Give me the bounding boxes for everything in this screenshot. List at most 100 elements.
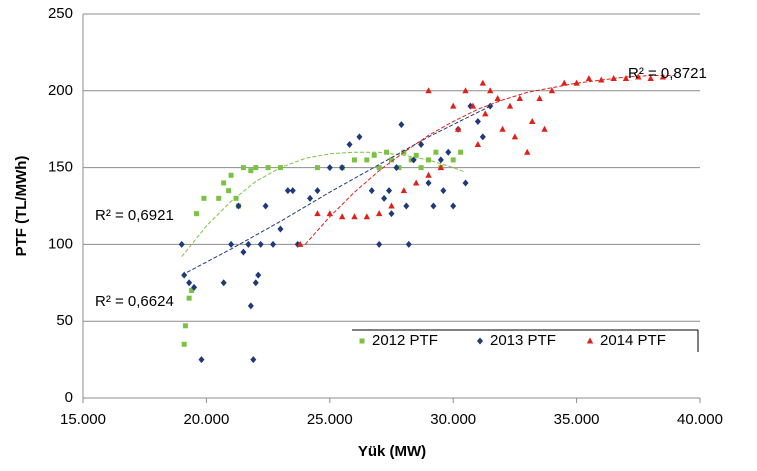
point bbox=[201, 195, 207, 201]
point bbox=[418, 141, 425, 149]
point bbox=[450, 102, 457, 109]
point bbox=[499, 125, 506, 132]
legend-label: 2012 PTF bbox=[372, 332, 438, 349]
point bbox=[541, 125, 548, 132]
point bbox=[186, 279, 193, 287]
point bbox=[191, 283, 198, 291]
point bbox=[437, 156, 444, 164]
point bbox=[221, 180, 227, 186]
x-tick-label: 25.000 bbox=[307, 411, 353, 428]
point bbox=[339, 164, 346, 172]
point bbox=[216, 195, 222, 201]
point bbox=[371, 152, 377, 158]
point bbox=[388, 202, 395, 209]
legend-label: 2014 PTF bbox=[600, 332, 666, 349]
point bbox=[454, 125, 462, 132]
point bbox=[228, 172, 234, 178]
x-tick-label: 20.000 bbox=[183, 411, 229, 428]
point bbox=[194, 211, 200, 217]
point bbox=[425, 171, 432, 178]
point bbox=[585, 75, 593, 82]
point bbox=[412, 179, 420, 186]
point bbox=[346, 141, 353, 149]
point bbox=[381, 194, 388, 202]
point bbox=[186, 295, 192, 301]
point bbox=[458, 149, 464, 155]
trendline bbox=[304, 74, 676, 245]
point bbox=[181, 341, 187, 347]
x-axis-title: Yük (MW) bbox=[358, 443, 426, 460]
y-axis-title: PTF (TL/MWh) bbox=[13, 156, 30, 257]
point bbox=[376, 240, 383, 248]
y-tick-label: 250 bbox=[48, 5, 73, 22]
point bbox=[240, 248, 247, 256]
legend-marker bbox=[477, 337, 483, 345]
point bbox=[314, 165, 320, 171]
annotation: R² = 0,6921 bbox=[95, 207, 174, 224]
point bbox=[548, 87, 556, 94]
point bbox=[511, 133, 519, 140]
point bbox=[445, 148, 452, 156]
point bbox=[479, 133, 486, 141]
point bbox=[314, 210, 321, 217]
point bbox=[573, 79, 580, 86]
y-tick-label: 0 bbox=[65, 389, 73, 406]
point bbox=[181, 271, 188, 279]
point bbox=[235, 202, 242, 210]
point bbox=[403, 202, 410, 210]
point bbox=[265, 165, 271, 171]
point bbox=[233, 195, 239, 201]
point bbox=[189, 287, 195, 293]
point bbox=[363, 213, 371, 220]
point bbox=[494, 94, 501, 101]
point bbox=[450, 157, 456, 163]
point bbox=[398, 121, 405, 129]
point bbox=[388, 210, 395, 218]
point bbox=[277, 225, 284, 233]
point bbox=[405, 240, 412, 248]
point bbox=[474, 141, 482, 148]
point bbox=[253, 165, 259, 171]
point bbox=[389, 157, 394, 163]
point bbox=[228, 240, 235, 248]
point bbox=[386, 187, 393, 195]
point bbox=[425, 87, 432, 94]
point bbox=[182, 323, 188, 329]
point bbox=[622, 75, 630, 82]
point bbox=[284, 187, 291, 195]
point bbox=[418, 165, 424, 171]
point bbox=[561, 79, 568, 86]
legend-marker bbox=[586, 337, 594, 344]
point bbox=[262, 202, 269, 210]
y-tick-label: 100 bbox=[48, 235, 73, 252]
point bbox=[248, 168, 254, 174]
point bbox=[307, 194, 314, 202]
point bbox=[440, 187, 447, 195]
point bbox=[326, 210, 333, 217]
x-tick-label: 35.000 bbox=[554, 411, 600, 428]
point bbox=[479, 79, 487, 86]
point bbox=[413, 152, 419, 158]
point bbox=[506, 102, 514, 109]
point bbox=[296, 240, 304, 247]
point bbox=[528, 118, 536, 125]
point bbox=[433, 149, 439, 155]
point bbox=[469, 102, 477, 109]
legend: 2012 PTF 2013 PTF 2014 PTF bbox=[352, 329, 699, 352]
point bbox=[462, 87, 469, 94]
point bbox=[400, 187, 408, 194]
point bbox=[289, 187, 296, 195]
point bbox=[659, 73, 667, 80]
legend-marker bbox=[359, 338, 365, 344]
point bbox=[487, 87, 494, 94]
point bbox=[220, 279, 227, 287]
legend-label: 2013 PTF bbox=[490, 332, 556, 349]
y-tick-label: 200 bbox=[48, 82, 73, 99]
point bbox=[425, 179, 432, 187]
point bbox=[430, 202, 437, 210]
x-tick-label: 30.000 bbox=[430, 411, 476, 428]
point bbox=[247, 302, 254, 310]
point bbox=[351, 213, 358, 220]
point bbox=[437, 164, 445, 171]
